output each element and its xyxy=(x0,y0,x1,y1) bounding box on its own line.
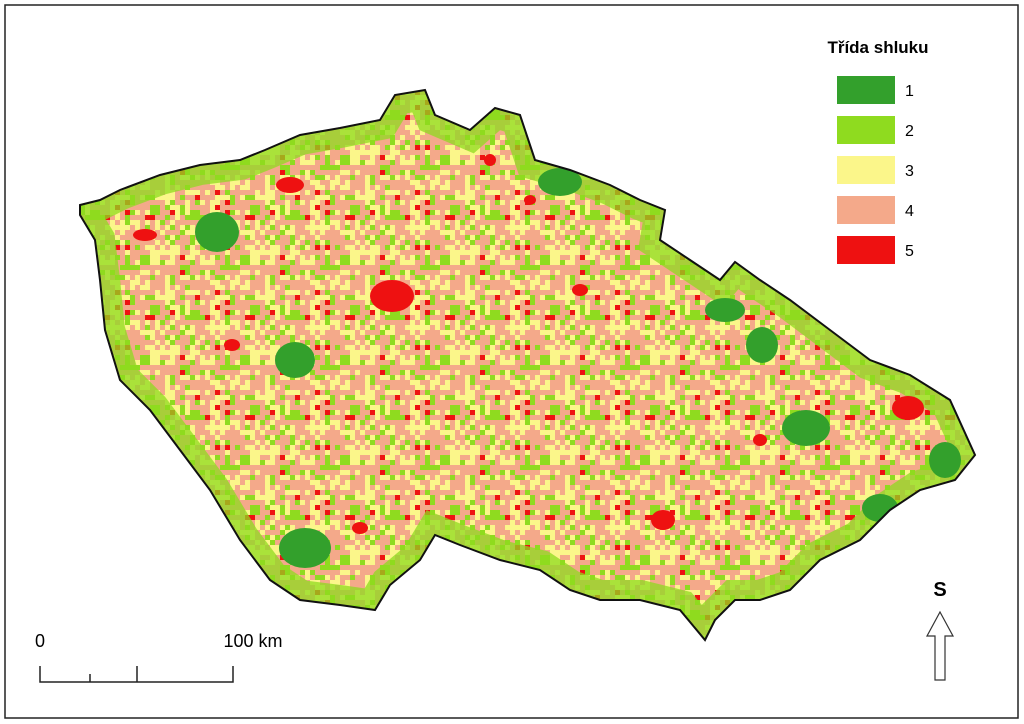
north-arrow: S xyxy=(925,579,955,681)
forest-area xyxy=(195,212,239,252)
urban-area xyxy=(352,522,368,534)
legend-swatch xyxy=(837,76,895,104)
forest-area xyxy=(782,410,830,446)
legend-label: 2 xyxy=(905,123,914,140)
urban-area xyxy=(524,195,536,205)
forest-area xyxy=(279,528,331,568)
legend-swatch xyxy=(837,156,895,184)
urban-area xyxy=(753,434,767,446)
scale-label: 100 km xyxy=(223,631,282,651)
forest-area xyxy=(275,342,315,378)
legend-swatch xyxy=(837,236,895,264)
forest-area xyxy=(538,168,582,196)
arrow xyxy=(925,610,955,681)
legend-title: Třída shluku xyxy=(827,38,928,57)
legend-label: 1 xyxy=(905,83,914,100)
urban-area xyxy=(133,229,157,241)
legend-label: 4 xyxy=(905,203,914,220)
legend-label: 3 xyxy=(905,163,914,180)
scale-bar: 0 100 km xyxy=(35,631,283,683)
urban-area xyxy=(484,154,496,166)
north-label: S xyxy=(933,579,946,601)
legend-swatch xyxy=(837,196,895,224)
urban-area xyxy=(370,280,414,312)
urban-area xyxy=(276,177,304,193)
legend-label: 5 xyxy=(905,243,914,260)
legend-swatch xyxy=(837,116,895,144)
forest-area xyxy=(746,327,778,363)
legend: 1 2 3 4 5 xyxy=(837,76,914,264)
urban-area xyxy=(572,284,588,296)
scale-line xyxy=(39,666,234,683)
scale-label: 0 xyxy=(35,631,45,651)
urban-area xyxy=(224,339,240,351)
urban-area xyxy=(651,510,675,530)
urban-area xyxy=(892,396,924,420)
forest-area xyxy=(929,442,961,478)
forest-area xyxy=(705,298,745,322)
